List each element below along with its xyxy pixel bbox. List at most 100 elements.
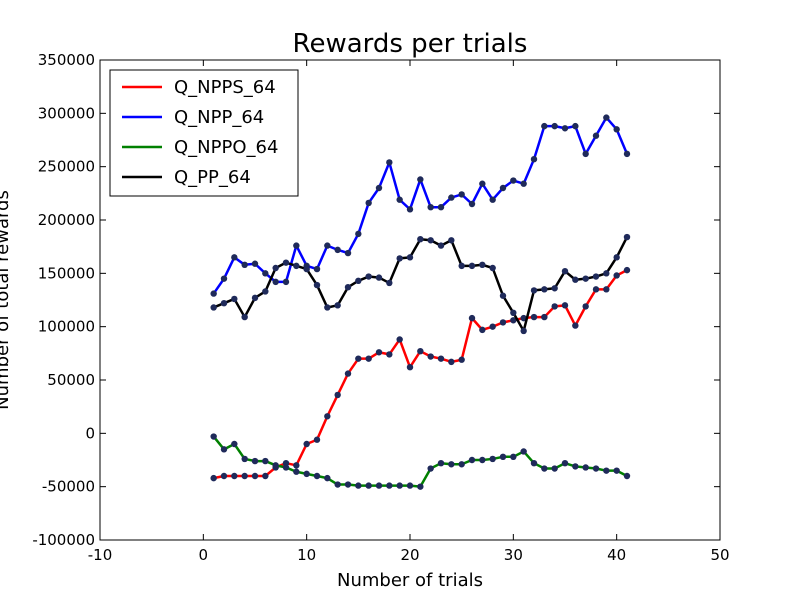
y-tick-label: -100000	[32, 531, 95, 549]
data-point	[324, 413, 331, 420]
y-tick-label: 0	[85, 424, 95, 442]
data-point	[551, 303, 558, 310]
data-point	[561, 460, 569, 467]
data-point	[510, 453, 517, 460]
y-axis-label: Number of total rewards	[0, 190, 13, 410]
data-point	[375, 274, 383, 281]
data-point	[355, 355, 362, 362]
data-point	[313, 281, 321, 289]
data-point	[561, 268, 569, 275]
data-point	[489, 264, 496, 272]
data-point	[448, 194, 455, 201]
data-point	[592, 273, 600, 280]
data-point	[437, 460, 445, 467]
x-axis-label: Number of trials	[337, 570, 483, 591]
data-point	[427, 237, 434, 244]
data-point	[530, 156, 538, 163]
data-point	[396, 482, 403, 489]
data-point	[448, 237, 455, 244]
data-point	[220, 446, 228, 453]
legend-box	[109, 69, 299, 197]
data-point	[530, 287, 538, 294]
data-point	[458, 191, 465, 198]
data-point	[499, 319, 507, 326]
data-point	[282, 464, 290, 471]
data-point	[220, 472, 228, 480]
data-point	[231, 295, 238, 303]
data-point	[355, 482, 362, 489]
data-point	[406, 482, 414, 489]
data-point	[623, 266, 631, 274]
data-point	[303, 470, 310, 478]
data-point	[592, 286, 600, 293]
y-tick-label: 100000	[38, 318, 95, 336]
data-point	[324, 304, 331, 311]
x-tick-label: 10	[297, 546, 316, 564]
data-point	[613, 126, 620, 133]
data-point	[210, 433, 217, 440]
data-point	[251, 457, 259, 465]
x-tick-label: -10	[88, 546, 113, 564]
data-point	[623, 233, 631, 241]
data-point	[417, 483, 424, 490]
legend-label: Q_NPP_64	[174, 107, 264, 128]
data-point	[231, 254, 238, 261]
data-point	[355, 230, 362, 238]
data-point	[572, 322, 579, 329]
data-point	[241, 472, 248, 480]
data-point	[344, 284, 352, 291]
data-point	[313, 436, 321, 443]
data-point	[499, 453, 507, 460]
x-tick-label: 50	[710, 546, 729, 564]
data-point	[468, 456, 476, 464]
data-point	[375, 482, 383, 489]
data-point	[468, 314, 476, 322]
data-point	[334, 481, 341, 488]
data-point	[499, 184, 507, 192]
data-point	[386, 279, 393, 287]
data-point	[479, 180, 486, 187]
data-point	[210, 304, 217, 311]
y-tick-label: 150000	[38, 264, 95, 282]
data-point	[365, 199, 372, 207]
legend-label: Q_NPPS_64	[174, 77, 276, 98]
x-tick-label: 20	[400, 546, 419, 564]
data-point	[406, 364, 414, 371]
series-Q_NPPO_64	[210, 433, 631, 490]
data-point	[272, 462, 279, 469]
data-point	[623, 472, 631, 480]
data-point	[406, 254, 414, 261]
x-tick-label: 0	[199, 546, 209, 564]
data-point	[334, 246, 341, 254]
data-point	[458, 461, 465, 468]
data-point	[220, 300, 228, 307]
data-point	[386, 482, 393, 489]
data-point	[541, 465, 548, 472]
y-tick-label: 50000	[47, 371, 95, 389]
data-point	[479, 326, 486, 334]
data-point	[510, 309, 517, 316]
data-point	[613, 272, 620, 279]
data-point	[406, 206, 414, 213]
data-point	[520, 327, 527, 335]
data-point	[262, 472, 269, 480]
data-point	[241, 261, 248, 268]
axis-ticks: -10 0 10 20 30 40 50 -100000 -50000 0 50000 100000 1…	[32, 51, 729, 564]
data-point	[355, 277, 362, 284]
data-point	[365, 273, 372, 280]
data-point	[251, 472, 259, 480]
data-point	[220, 275, 228, 282]
series-Q_NPPS_64	[210, 266, 631, 482]
data-point	[499, 292, 507, 299]
data-point	[262, 270, 269, 277]
series-Q_PP_64	[210, 233, 631, 335]
data-point	[282, 278, 290, 286]
data-point	[561, 302, 569, 309]
data-point	[468, 200, 476, 208]
data-point	[262, 457, 269, 465]
data-point	[510, 177, 517, 184]
data-point	[344, 481, 352, 488]
x-tick-label: 40	[607, 546, 626, 564]
data-point	[303, 440, 310, 448]
data-point	[572, 463, 579, 470]
